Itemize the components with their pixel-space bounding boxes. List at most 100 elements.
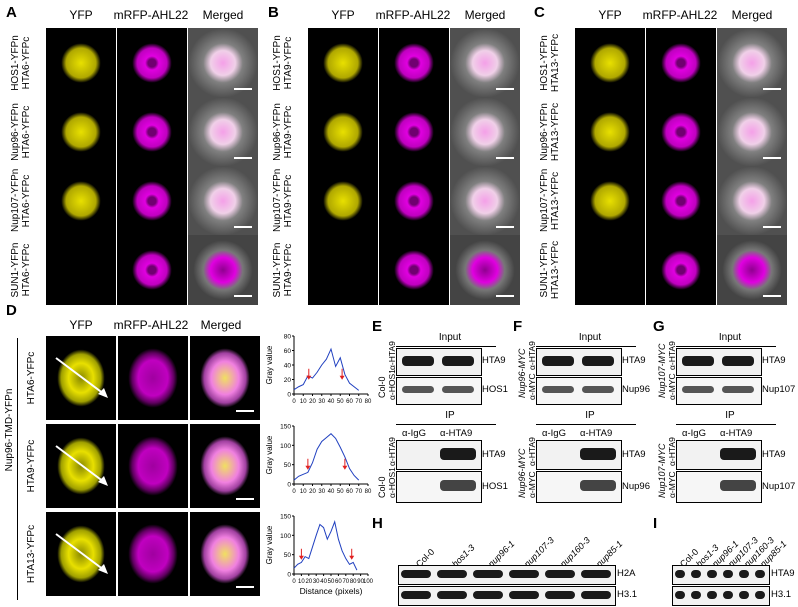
x-tick-label: 80: [365, 489, 372, 495]
row-label-b-2: Nup107-YFPn HTA9-YFPc: [272, 169, 294, 232]
header-yfp-b: YFP: [331, 8, 355, 22]
antibody-label-1: α-HTA9: [667, 341, 677, 370]
band-label-2: HOS1: [482, 384, 508, 395]
panel-d-row-label-2: HTA13-YFPc: [26, 524, 37, 584]
band: [402, 356, 434, 366]
antibody-label-ip-1: α-HTA9: [387, 437, 397, 466]
row-label-b-1: Nup96-YFPn HTA9-YFPc: [272, 101, 294, 163]
scale-bar: [763, 226, 781, 228]
ip-band-label-2: HOS1: [482, 481, 508, 492]
scale-bar: [236, 586, 254, 588]
micrograph-b-0-2: [450, 28, 520, 98]
micrograph-b-2-1: [379, 166, 449, 236]
band: [691, 570, 701, 578]
y-tick-label: 0: [287, 482, 291, 489]
scale-bar: [496, 226, 514, 228]
row-label-line1: SUN1-YFPn: [10, 242, 21, 298]
micrograph-c-1-2: [717, 97, 787, 167]
band: [509, 570, 539, 578]
ip-band-label-1: HTA9: [762, 449, 786, 460]
x-tick-label: 20: [309, 399, 316, 405]
y-tick-label: 0: [287, 392, 291, 399]
band: [682, 386, 714, 393]
band: [545, 591, 575, 599]
x-tick-label: 30: [318, 399, 325, 405]
input-line: [536, 346, 636, 347]
genotype-label-input: Nup96-MYC: [517, 348, 527, 398]
panel-label-g: G: [653, 318, 665, 335]
micrograph-c-1-0: [575, 97, 645, 167]
micrograph-b-0-1: [379, 28, 449, 98]
antibody-label-ip-2: α-MYC: [527, 471, 537, 498]
antibody-label-2: α-MYC: [667, 373, 677, 400]
input-label-F: Input: [578, 332, 602, 343]
row-label-line2: HTA6-YFPc: [21, 36, 32, 90]
x-tick-label: 0: [292, 399, 296, 405]
band: [509, 591, 539, 599]
row-label-b-3: SUN1-YFPn HTA9-YFPc: [272, 239, 294, 301]
y-tick-label: 0: [287, 572, 291, 579]
micrograph-a-3-2: [188, 235, 258, 305]
band: [437, 570, 467, 578]
header-mrfp-c: mRFP-AHL22: [642, 8, 718, 22]
red-arrow-head: [349, 555, 355, 560]
micrograph-b-1-0: [308, 97, 378, 167]
y-axis-label: Gray value: [265, 435, 274, 474]
x-tick-label: 60: [335, 579, 342, 585]
row-label-line2: HTA13-YFPc: [550, 171, 561, 231]
micrograph-d-2-2: [190, 512, 260, 596]
band: [682, 356, 714, 366]
band-label-2: Nup96: [622, 384, 650, 395]
header-merged-a: Merged: [202, 8, 244, 22]
hta9-label: α-HTA9: [580, 428, 613, 439]
x-tick-label: 20: [305, 579, 312, 585]
scale-bar: [234, 157, 252, 159]
band: [580, 448, 616, 460]
genotype-label-input: Nup107-MYC: [657, 343, 667, 398]
panel-d-group-label: Nup96-TMD-YFPn: [4, 388, 15, 472]
x-tick-label: 70: [355, 399, 362, 405]
ip-line: [536, 424, 636, 425]
antibody-label-ip-2: α-MYC: [667, 471, 677, 498]
row-label-c-2: Nup107-YFPn HTA13-YFPc: [539, 169, 561, 232]
band: [720, 480, 756, 491]
band: [582, 356, 614, 366]
antibody-label-ip-1: α-HTA9: [667, 437, 677, 466]
x-tick-label: 70: [342, 579, 349, 585]
row-label-c-3: SUN1-YFPn HTA13-YFPc: [539, 239, 561, 301]
row-label-a-3: SUN1-YFPn HTA6-YFPc: [10, 239, 32, 301]
y-tick-label: 100: [280, 533, 291, 540]
ip-line: [676, 424, 776, 425]
profile-arrow: [55, 533, 108, 574]
x-tick-label: 40: [328, 489, 335, 495]
x-tick-label: 20: [309, 489, 316, 495]
antibody-label-2: α-HOS1: [387, 369, 397, 400]
row-label-a-0: HOS1-YFPn HTA6-YFPc: [10, 32, 32, 94]
micrograph-d-2-1: [118, 512, 188, 596]
micrograph-c-2-1: [646, 166, 716, 236]
y-axis-label: Gray value: [265, 525, 274, 564]
y-tick-label: 150: [280, 514, 291, 521]
x-tick-label: 60: [346, 399, 353, 405]
input-label-G: Input: [718, 332, 742, 343]
antibody-label-2: α-MYC: [527, 373, 537, 400]
red-arrow-head: [306, 375, 312, 380]
band: [580, 480, 616, 491]
input-line: [396, 346, 496, 347]
band: [437, 591, 467, 599]
micrograph-a-2-1: [117, 166, 187, 236]
x-tick-label: 70: [355, 489, 362, 495]
row-label-a-1: Nup96-YFPn HTA6-YFPc: [10, 101, 32, 163]
ip-band-label-1: HTA9: [482, 449, 506, 460]
x-tick-label: 80: [365, 399, 372, 405]
row-label-line2: HTA13-YFPc: [550, 102, 561, 162]
band-label-2: Nup107: [762, 384, 796, 395]
y-tick-label: 50: [284, 462, 292, 469]
panel-label-h: H: [372, 515, 383, 532]
panel-label-f: F: [513, 318, 523, 335]
band: [691, 591, 701, 599]
band: [720, 448, 756, 460]
panel-d-group-bracket: [17, 338, 18, 600]
band: [755, 591, 765, 599]
